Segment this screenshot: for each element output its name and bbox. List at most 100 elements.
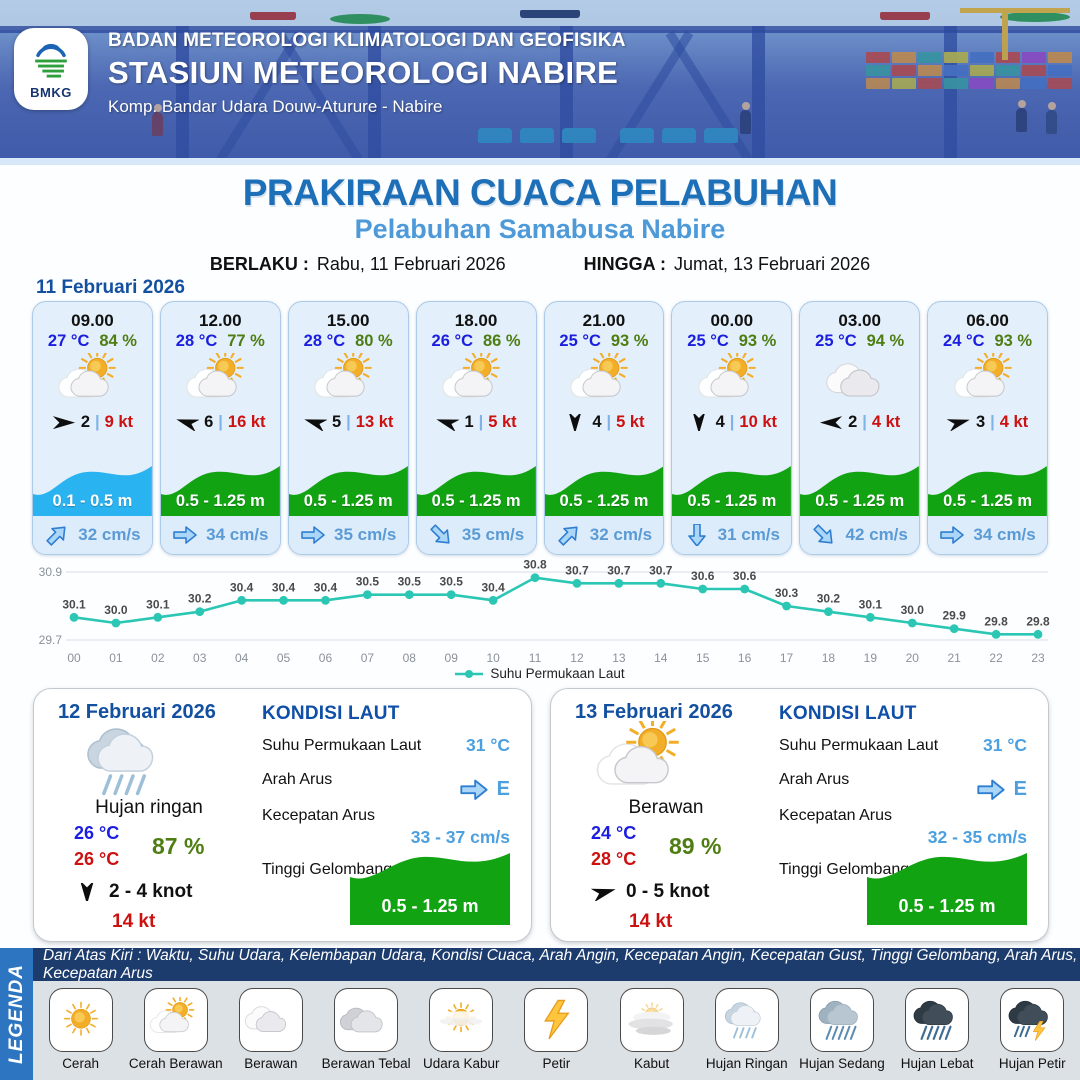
wind-gust-divider: |: [95, 413, 100, 431]
berawan-icon: [244, 1006, 286, 1032]
cerah-berawan-icon: [953, 353, 1012, 398]
current-speed: 34 cm/s: [206, 525, 269, 544]
svg-text:30.0: 30.0: [901, 603, 925, 617]
daily-date: 12 Februari 2026: [58, 701, 216, 723]
hour-wind: 3 | 4 kt: [946, 413, 1029, 432]
wind-speed: 3: [975, 413, 986, 431]
legend-item-label: Udara Kabur: [422, 1056, 500, 1071]
wind-direction-icon: [80, 882, 94, 902]
svg-text:02: 02: [151, 651, 165, 665]
daily-humidity: 89 %: [669, 833, 722, 859]
wave-height-block: 0.5 - 1.25 m: [928, 452, 1047, 516]
legend-item-hujan-ringan: Hujan Ringan: [702, 988, 792, 1071]
svg-text:23: 23: [1031, 651, 1045, 665]
hour-time: 18.00: [454, 311, 498, 330]
wave-height-block: 0.5 - 1.25 m: [416, 452, 536, 516]
svg-text:10: 10: [486, 651, 500, 665]
wave-height: 0.5 - 1.25 m: [943, 492, 1033, 510]
daily-card-13-feb: 13 Februari 2026 Berawan 24 °C 28 °C 89 % 0 -…: [550, 688, 1049, 942]
legend-item-label: Cerah: [62, 1056, 99, 1071]
current-speed: 42 cm/s: [845, 525, 908, 544]
current-speed: 32 cm/s: [78, 525, 141, 544]
hour-wind: 4 | 5 kt: [563, 413, 645, 432]
hour-card-15.00: 15.00 28 °C 80 % 5 | 13 kt 0.5 - 1.25 m 35 cm/s: [287, 301, 409, 555]
hour-weather-icon: [440, 352, 512, 410]
daily-gust: 14 kt: [629, 911, 673, 932]
station-name: STASIUN METEOROLOGI NABIRE: [108, 55, 619, 90]
cerah-berawan-icon: [698, 353, 756, 398]
legend-item-hujan-petir: Hujan Petir: [987, 988, 1077, 1071]
current-row: 32 cm/s: [544, 516, 664, 554]
daily-wind-range: 0 - 5 knot: [626, 881, 710, 902]
sst-chart-svg: 30.9 29.7 30.1 00 30.0 01 30.1 02 30.2 03 30.4 04 30…: [39, 558, 1050, 665]
legend-icon-box: [143, 988, 208, 1052]
legend-note: Dari Atas Kiri : Waktu, Suhu Udara, Kele…: [33, 947, 1080, 982]
wave-shape: [160, 466, 280, 516]
current-row: 34 cm/s: [160, 516, 280, 554]
hour-weather-icon: [184, 352, 256, 410]
legend-item-label: Petir: [542, 1056, 571, 1071]
hour-weather-icon: [696, 352, 768, 410]
wind-gust: 4 kt: [999, 413, 1029, 431]
wind-gust-divider: |: [862, 413, 867, 431]
wind-gust-divider: |: [346, 413, 351, 431]
svg-text:30.7: 30.7: [649, 563, 673, 577]
wave-shape: [288, 466, 408, 516]
wave-shape: [800, 466, 920, 516]
svg-text:08: 08: [403, 651, 417, 665]
daily-temp-max: 28 °C: [591, 849, 637, 869]
hingga-label: HINGGA :: [583, 254, 666, 274]
svg-text:20: 20: [906, 651, 920, 665]
hour-card-18.00: 18.00 26 °C 86 % 1 | 5 kt 0.5 - 1.25 m 35 cm/s: [415, 301, 537, 555]
wave-height-block: 0.5 - 1.25 m: [288, 452, 408, 516]
sst-label: Suhu Permukaan Laut: [779, 737, 939, 754]
current-dir-letter: E: [1013, 778, 1027, 801]
current-row: 32 cm/s: [33, 516, 152, 554]
svg-text:30.3: 30.3: [775, 586, 799, 600]
daily-humidity: 87 %: [152, 833, 205, 859]
svg-text:29.8: 29.8: [1026, 614, 1050, 628]
sst-chart: 30.9 29.7 30.1 00 30.0 01 30.1 02 30.2 03 30.4 04 30…: [28, 556, 1054, 668]
current-speed: 31 cm/s: [717, 525, 780, 544]
wind-speed: 2: [80, 413, 90, 431]
current-row: 35 cm/s: [288, 516, 408, 554]
current-direction-icon: [940, 526, 965, 544]
legend-icon-box: [1000, 988, 1065, 1052]
wave-height-block: 0.1 - 0.5 m: [33, 452, 152, 516]
svg-text:15: 15: [696, 651, 710, 665]
hour-card-03.00: 03.00 25 °C 94 % 2 | 4 kt 0.5 - 1.25 m 42 cm/s: [799, 301, 921, 555]
legend-band: LEGENDA: [0, 948, 33, 1080]
wave-shape: [672, 466, 792, 516]
daily-wind: 0 - 5 knot: [591, 881, 709, 903]
page-title: PRAKIRAAN CUACA PELABUHAN: [242, 172, 838, 213]
svg-text:09: 09: [445, 651, 459, 665]
hingga-value: Jumat, 13 Februari 2026: [674, 254, 871, 274]
legend-item-label: Cerah Berawan: [128, 1056, 223, 1071]
hour-time: 00.00: [710, 311, 754, 330]
current-dir-label: Arah Arus: [779, 771, 850, 788]
hour-time: 21.00: [582, 311, 626, 330]
legend-item-berawan: Berawan: [226, 988, 316, 1071]
wind-gust: 16 kt: [227, 413, 266, 431]
svg-text:06: 06: [319, 651, 333, 665]
wind-gust: 5 kt: [616, 413, 645, 431]
current-direction-icon: [301, 526, 325, 544]
hour-card-12.00: 12.00 28 °C 77 % 6 | 16 kt 0.5 - 1.25 m 34 cm/s: [159, 301, 281, 555]
hour-weather-icon: [824, 352, 896, 410]
wave-height-box: 0.5 - 1.25 m: [350, 847, 510, 927]
hour-wind: 6 | 16 kt: [175, 413, 266, 432]
cerah-berawan-icon: [149, 997, 194, 1033]
current-direction-icon: [687, 523, 706, 547]
wind-direction-icon: [304, 419, 327, 432]
current-speed-value: 33 - 37 cm/s: [410, 827, 510, 847]
wave-height: 0.5 - 1.25 m: [175, 492, 265, 510]
wave-height-block: 0.5 - 1.25 m: [672, 452, 792, 516]
sst-value: 31 °C: [466, 735, 510, 755]
svg-text:12: 12: [570, 651, 584, 665]
current-direction-icon: [430, 524, 450, 544]
hour-card-21.00: 21.00 25 °C 93 % 4 | 5 kt 0.5 - 1.25 m 32 cm/s: [543, 301, 665, 555]
daily-weather-icon: [593, 716, 697, 806]
legend-icon-box: [809, 988, 874, 1052]
svg-text:29.7: 29.7: [39, 633, 63, 647]
